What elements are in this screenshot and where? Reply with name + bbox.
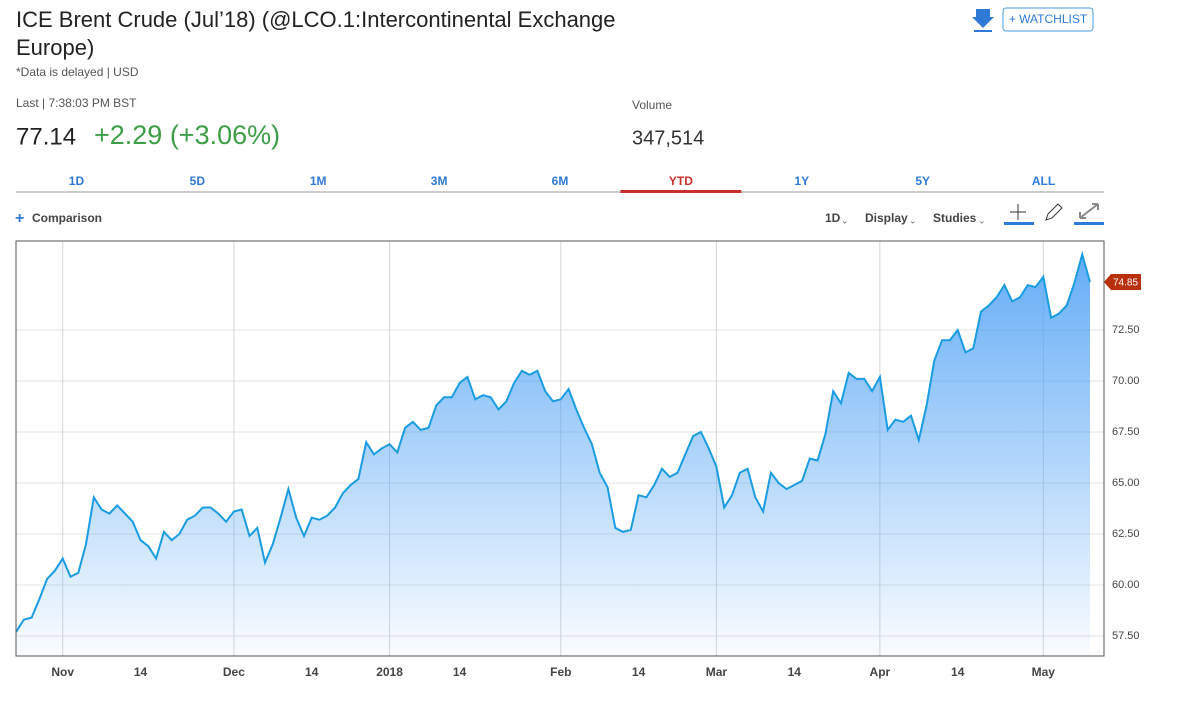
- tab[interactable]: 1D: [69, 174, 85, 188]
- tab[interactable]: 6M: [552, 174, 569, 188]
- expand-tool[interactable]: [1074, 203, 1104, 225]
- carets: ⌄ ⌄ ⌄: [841, 215, 986, 225]
- x-tick-label: Feb: [550, 665, 571, 679]
- x-tick-label: 14: [453, 665, 467, 679]
- y-tick-label: 60.00: [1112, 579, 1140, 591]
- volume-label: Volume: [632, 98, 672, 112]
- active-tab-underline: [620, 190, 742, 193]
- tabs: 1D 5D 1M 3M 6M YTD 1Y 5Y ALL: [69, 174, 1055, 193]
- tab[interactable]: 1M: [310, 174, 327, 188]
- x-tick-label: Dec: [223, 665, 245, 679]
- x-tick-label: 14: [632, 665, 646, 679]
- plot-frame: [15, 240, 1105, 657]
- svg-text:⌄: ⌄: [909, 215, 917, 225]
- x-tick-label: Apr: [870, 665, 891, 679]
- y-tick-label: 70.00: [1112, 375, 1140, 387]
- tab[interactable]: 1Y: [794, 174, 809, 188]
- price-line: [15, 250, 1091, 633]
- interval-button[interactable]: 1D: [825, 211, 841, 225]
- tab[interactable]: YTD: [669, 174, 693, 188]
- y-tick-label: 72.50: [1112, 324, 1140, 336]
- svg-text:⌄: ⌄: [841, 215, 849, 225]
- y-tick-label: 62.50: [1112, 528, 1140, 540]
- x-tick-label: 14: [951, 665, 965, 679]
- x-tick-label: Nov: [51, 665, 74, 679]
- area: [16, 254, 1090, 656]
- last-label: Last | 7:38:03 PM BST: [16, 96, 137, 110]
- price-change: +2.29 (+3.06%): [94, 120, 280, 150]
- draw-tool[interactable]: [1045, 203, 1063, 221]
- comparison-button[interactable]: Comparison: [32, 211, 102, 225]
- tab[interactable]: 3M: [431, 174, 448, 188]
- svg-text:⌄: ⌄: [978, 215, 986, 225]
- y-tick-label: 67.50: [1112, 426, 1140, 438]
- title: Europe): [16, 35, 94, 60]
- studies-button[interactable]: Studies: [933, 211, 977, 225]
- x-tick-label: 14: [134, 665, 148, 679]
- last-price-label: 74.85: [1113, 278, 1138, 289]
- display-button[interactable]: Display: [865, 211, 908, 225]
- plus-icon[interactable]: +: [15, 210, 24, 227]
- x-tick-label: 14: [305, 665, 319, 679]
- plot: 57.50 60.00 62.50 65.00 67.50 70.00 72.50 Nov 14…: [15, 241, 1141, 679]
- watchlist-label[interactable]: + WATCHLIST: [1009, 12, 1088, 26]
- x-tick-label: 2018: [376, 665, 403, 679]
- x-tick-label: May: [1032, 665, 1056, 679]
- x-tick-label: Mar: [706, 665, 728, 679]
- last-price: 77.14: [16, 123, 76, 150]
- note: *Data is delayed | USD: [16, 65, 139, 79]
- crosshair-tool[interactable]: [1004, 204, 1034, 225]
- volume: 347,514: [632, 127, 704, 149]
- y-tick-label: 65.00: [1112, 477, 1140, 489]
- tab[interactable]: ALL: [1032, 174, 1055, 188]
- y-tick-label: 57.50: [1112, 630, 1140, 642]
- last-price-flag: [1104, 274, 1141, 291]
- tab[interactable]: 5Y: [915, 174, 930, 188]
- title: ICE Brent Crude (Jul’18) (@LCO.1:Interco…: [16, 7, 616, 32]
- tab[interactable]: 5D: [190, 174, 206, 188]
- download-button[interactable]: [972, 9, 994, 32]
- watchlist-button[interactable]: [1002, 7, 1094, 32]
- x-tick-label: 14: [788, 665, 802, 679]
